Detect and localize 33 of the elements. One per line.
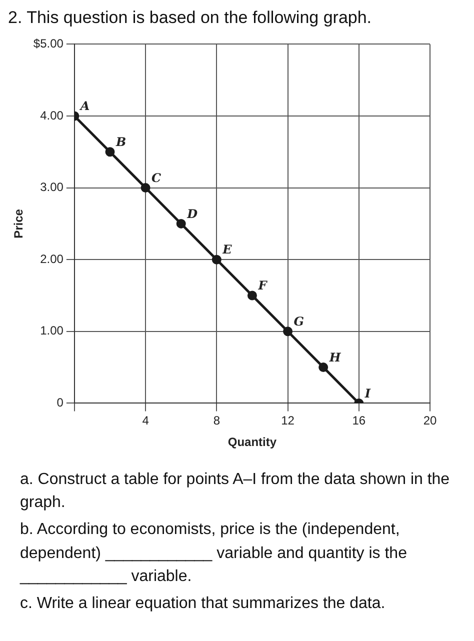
y-tick-label: 2.00 [40, 252, 64, 266]
annotation: H [328, 350, 342, 364]
annotation: G [294, 314, 304, 329]
text: b. According to economists, price is the (independent, dependent) ____________ variable and quantity is the ____________ variable. [20, 520, 408, 587]
point [176, 218, 186, 228]
y-axis-title: Price [12, 208, 26, 238]
annotation: F [257, 278, 268, 293]
x-tick-label: 12 [281, 414, 295, 428]
annotation: C [152, 170, 162, 185]
y-tick-label: 4.00 [40, 108, 64, 122]
text: a. Construct a table for points A–I from the data shown in the graph. [20, 470, 451, 514]
point [140, 183, 150, 193]
point [283, 326, 293, 336]
point [318, 362, 328, 372]
point [105, 147, 115, 157]
x-tick-label: 16 [352, 414, 366, 428]
y-tick-label: 0 [56, 396, 64, 410]
y-tick-label: 1.00 [40, 324, 64, 338]
annotation: I [364, 386, 371, 400]
annotation: A [79, 99, 90, 114]
y-tick-label: $5.00 [33, 36, 64, 51]
point [212, 254, 222, 264]
annotation: D [186, 206, 198, 221]
point [247, 290, 257, 300]
annotation: E [222, 242, 233, 257]
text: c. Write a linear equation that summarizes the data. [20, 594, 386, 614]
chart-title: 2. This question is based on the following graph. [8, 8, 373, 28]
x-tick-label: 4 [142, 414, 150, 428]
y-tick-label: 3.00 [40, 180, 64, 194]
x-axis-title: Quantity [228, 435, 277, 450]
x-tick-label: 20 [423, 414, 437, 428]
annotation: B [114, 135, 126, 150]
x-tick-label: 8 [213, 414, 220, 428]
